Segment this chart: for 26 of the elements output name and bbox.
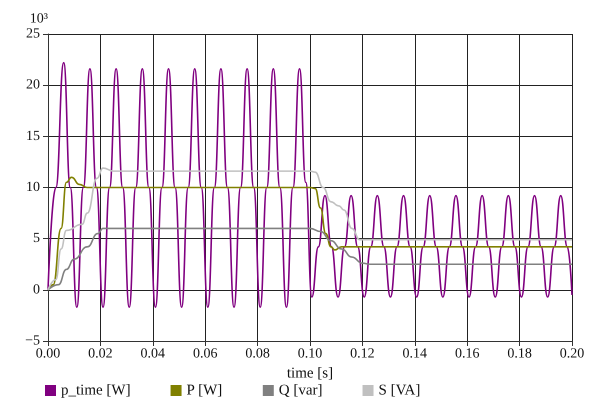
x-tick-label: 0.00 — [36, 346, 60, 362]
x-tick-label: 0.16 — [454, 346, 480, 362]
x-tick-label: 0.14 — [402, 346, 428, 362]
line-series — [47, 62, 573, 308]
legend-label: S [VA] — [378, 382, 420, 398]
x-axis-title: time [s] — [286, 365, 334, 382]
x-tick-label: 0.06 — [192, 346, 218, 362]
x-tick-label: 0.10 — [298, 346, 322, 362]
line-series — [47, 228, 573, 291]
x-tick-label: 0.12 — [350, 346, 375, 362]
x-tick-label: 0.18 — [507, 346, 532, 362]
y-tick-label: 10 — [26, 180, 40, 195]
y-tick-label: 0 — [33, 282, 40, 298]
legend-label: p_time [W] — [61, 382, 131, 398]
y-tick-label: −5 — [25, 334, 40, 348]
legend-label: P [W] — [186, 382, 222, 398]
y-tick-label: 25 — [26, 26, 40, 42]
x-tick-label: 0.02 — [88, 346, 113, 362]
y-axis-title: 10³ — [30, 12, 48, 26]
y-tick-label: 5 — [33, 231, 40, 246]
y-tick-label: 15 — [26, 128, 40, 144]
x-tick-label: 0.08 — [245, 346, 270, 362]
y-tick-label: 20 — [26, 78, 40, 93]
legend-label: Q [var] — [278, 382, 323, 398]
x-tick-label: 0.04 — [140, 346, 166, 362]
x-tick-label: 0.20 — [560, 346, 584, 362]
